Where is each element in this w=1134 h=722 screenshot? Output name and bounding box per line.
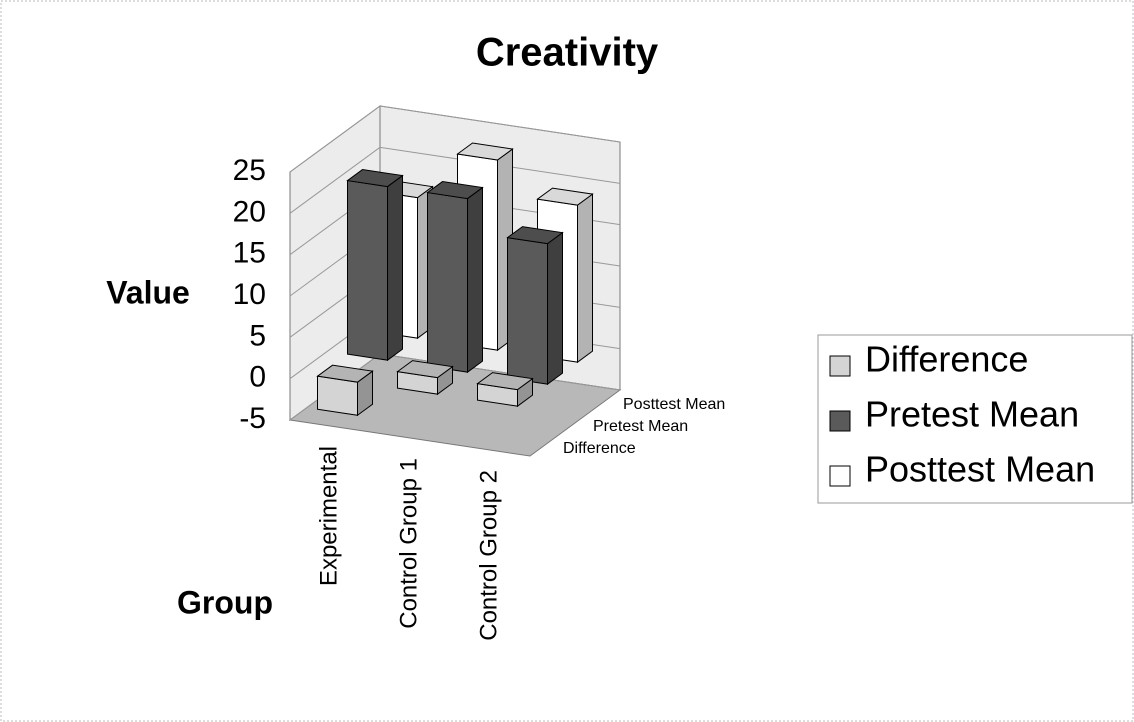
grid-line	[289, 146, 621, 214]
y-tick-label: 0	[249, 361, 266, 394]
bar-top	[426, 181, 484, 200]
legend-box	[817, 334, 1133, 504]
y-tick-label: -5	[239, 402, 266, 435]
y-tick-label: 15	[233, 237, 266, 270]
bar-side	[577, 193, 593, 364]
chart-title: Creativity	[476, 31, 659, 75]
y-tick-label: 25	[233, 154, 266, 187]
y-tick-label: 5	[249, 319, 266, 352]
bar-top	[506, 226, 564, 245]
bar	[346, 169, 404, 362]
bar	[426, 181, 484, 374]
bar	[476, 372, 534, 408]
legend-swatch	[829, 355, 851, 377]
bar	[506, 226, 564, 386]
bar-side	[467, 186, 483, 374]
legend-swatch	[829, 410, 851, 432]
bar-top	[476, 372, 534, 391]
bar-front	[427, 191, 468, 373]
depth-label: Pretest Mean	[593, 418, 688, 435]
y-axis-label: Value	[106, 274, 190, 310]
y-tick-label: 10	[233, 278, 266, 311]
bar-top	[456, 142, 514, 161]
legend-label: Pretest Mean	[865, 394, 1079, 435]
depth-label: Posttest Mean	[623, 396, 725, 413]
bar-top	[346, 169, 404, 188]
bar-front	[317, 375, 358, 416]
x-tick-label: Control Group 2	[475, 470, 502, 641]
bar-front	[347, 179, 388, 361]
legend-label: Difference	[865, 339, 1028, 380]
bar-top	[396, 360, 454, 379]
bar-top	[536, 187, 594, 206]
x-tick-label: Experimental	[315, 446, 342, 586]
bar	[396, 360, 454, 396]
bar-side	[547, 231, 563, 386]
depth-label: Difference	[563, 440, 636, 457]
legend-swatch	[829, 465, 851, 487]
x-tick-label: Control Group 1	[395, 458, 422, 629]
bar-top	[316, 364, 374, 383]
bar-side	[387, 174, 403, 362]
x-axis-label: Group	[177, 584, 273, 620]
bar	[316, 364, 374, 417]
legend-label: Posttest Mean	[865, 449, 1095, 490]
bar-front	[507, 237, 548, 385]
grid-line	[289, 105, 621, 173]
y-tick-label: 20	[233, 195, 266, 228]
